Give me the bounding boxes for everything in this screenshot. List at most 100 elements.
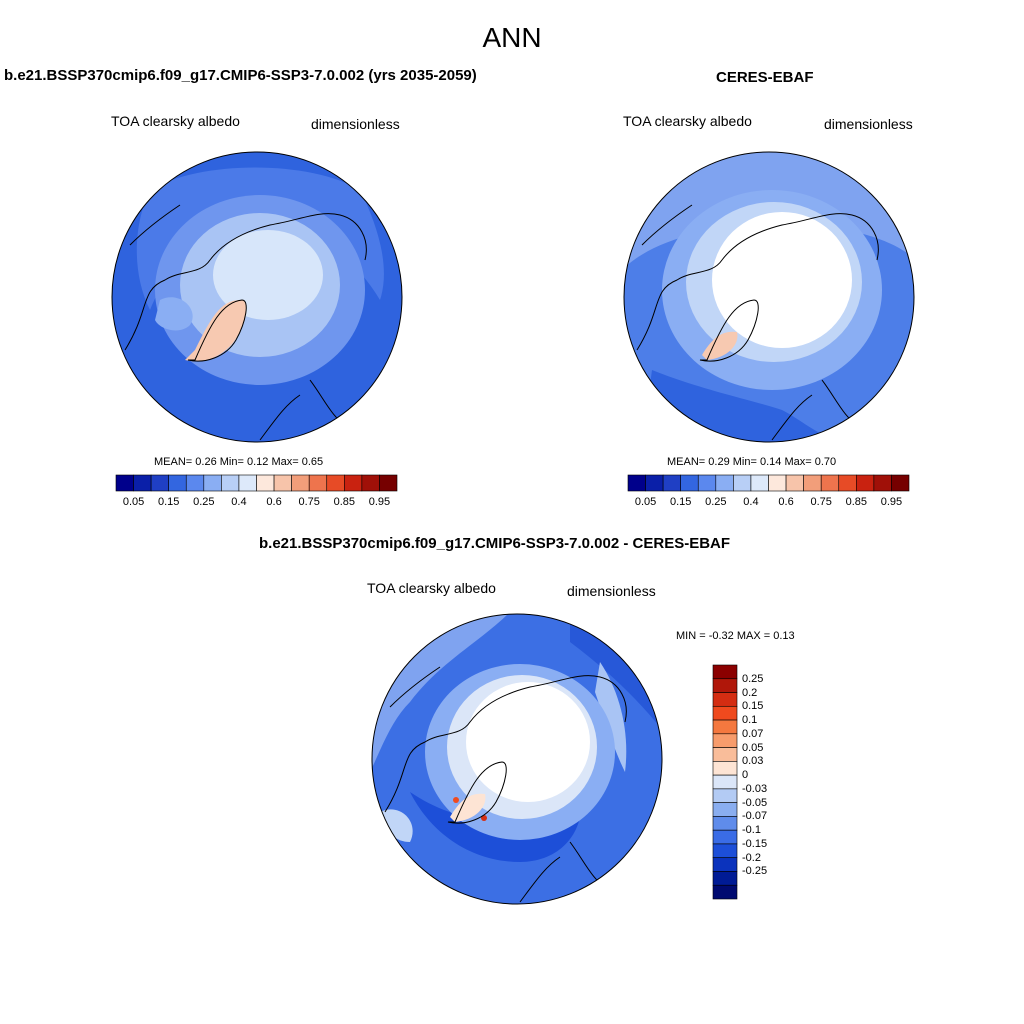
- obs-colorbar-tick-label: 0.4: [743, 496, 759, 508]
- diff-colorbar-tick-label: -0.25: [742, 865, 768, 878]
- model-max-value: 0.65: [301, 456, 324, 468]
- diff-field-label: TOA clearsky albedo: [367, 580, 496, 596]
- diff-colorbar-tick-label: -0.2: [742, 851, 761, 864]
- model-colorbar-tick-label: 0.05: [122, 496, 145, 508]
- obs-max-value: 0.70: [814, 456, 837, 468]
- diff-colorbar-tick-label: 0.05: [742, 741, 764, 754]
- obs-colorbar-swatch: [645, 474, 664, 492]
- diff-colorbar-ticks: 0.25 0.2 0.15 0.1 0.07 0.05 0.03 0 -0.03 -0.05 -0.…: [742, 665, 782, 899]
- diff-polar-map: [371, 613, 663, 905]
- obs-colorbar-swatch: [627, 474, 646, 492]
- model-panel-title: b.e21.BSSP370cmip6.f09_g17.CMIP6-SSP3-7.…: [4, 67, 477, 84]
- diff-colorbar-swatch: [712, 857, 738, 872]
- obs-colorbar-swatch: [697, 474, 717, 492]
- model-colorbar-swatch: [291, 474, 310, 492]
- model-colorbar-tick-label: 0.15: [157, 496, 180, 508]
- model-units-label: dimensionless: [311, 116, 400, 132]
- obs-colorbar-swatch: [733, 474, 752, 492]
- obs-panel-title: CERES-EBAF: [716, 69, 814, 86]
- model-colorbar-swatch: [256, 474, 275, 492]
- obs-colorbar-swatch: [768, 474, 787, 492]
- model-colorbar-swatch: [308, 474, 328, 492]
- diff-colorbar-swatch: [712, 816, 738, 831]
- model-colorbar-swatch: [344, 474, 363, 492]
- diff-colorbar-swatch: [712, 664, 738, 680]
- diff-colorbar-tick-label: 0.07: [742, 727, 764, 740]
- model-colorbar-tick-label: 0.6: [266, 496, 282, 508]
- diff-colorbar-swatch: [712, 733, 738, 748]
- obs-colorbar-swatch: [820, 474, 840, 492]
- diff-colorbar-tick-label: 0: [742, 769, 749, 782]
- obs-colorbar-swatch: [891, 474, 910, 492]
- model-field-label: TOA clearsky albedo: [111, 113, 240, 129]
- model-colorbar-swatch: [168, 474, 187, 492]
- diff-colorbar-tick-label: 0.1: [742, 714, 758, 727]
- obs-mean-value: 0.29: [708, 456, 730, 468]
- diff-colorbar-tick-label: 0.03: [742, 755, 764, 768]
- diff-colorbar-swatch: [712, 705, 738, 721]
- model-colorbar-swatch: [115, 474, 134, 492]
- model-colorbar: [115, 474, 398, 492]
- diff-colorbar-swatch: [712, 788, 738, 803]
- obs-polar-map: [623, 151, 915, 443]
- diff-colorbar-tick-label: -0.1: [742, 824, 761, 837]
- diff-colorbar-swatch: [712, 719, 738, 735]
- model-min-label: Min=: [219, 456, 244, 468]
- model-colorbar-swatch: [361, 474, 380, 492]
- diff-colorbar-swatch: [712, 871, 738, 886]
- diff-colorbar-tick-label: -0.05: [742, 796, 768, 809]
- model-max-label: Max=: [271, 456, 299, 468]
- model-colorbar-ticks: 0.05 0.15 0.25 0.4 0.6 0.75 0.85 0.95: [116, 496, 397, 510]
- diff-colorbar-swatch: [712, 774, 738, 790]
- diff-colorbar-swatch: [712, 829, 738, 845]
- model-colorbar-swatch: [273, 474, 292, 492]
- obs-colorbar-swatch: [873, 474, 892, 492]
- model-mean-label: MEAN=: [154, 456, 193, 468]
- diff-colorbar-tick-label: -0.15: [742, 837, 768, 850]
- model-colorbar-tick-label: 0.95: [368, 496, 391, 508]
- obs-min-label: Min=: [732, 456, 757, 468]
- obs-colorbar-tick-label: 0.15: [669, 496, 692, 508]
- model-colorbar-swatch: [203, 474, 222, 492]
- model-colorbar-swatch: [326, 474, 345, 492]
- model-colorbar-tick-label: 0.75: [298, 496, 320, 508]
- obs-colorbar-tick-label: 0.95: [880, 496, 903, 508]
- obs-units-label: dimensionless: [824, 116, 913, 132]
- obs-colorbar-tick-label: 0.75: [810, 496, 832, 508]
- obs-field-label: TOA clearsky albedo: [623, 113, 752, 129]
- obs-colorbar-swatch: [680, 474, 699, 492]
- model-colorbar-swatch: [133, 474, 152, 492]
- model-mean-value: 0.26: [195, 456, 217, 468]
- diff-colorbar-tick-label: -0.03: [742, 782, 768, 795]
- model-colorbar-swatch: [185, 474, 205, 492]
- model-colorbar-tick-label: 0.25: [193, 496, 215, 508]
- diff-colorbar-swatch: [712, 884, 738, 900]
- obs-colorbar-ticks: 0.05 0.15 0.25 0.4 0.6 0.75 0.85 0.95: [628, 496, 909, 510]
- diff-colorbar-swatch: [712, 843, 738, 859]
- model-colorbar-tick-label: 0.4: [231, 496, 247, 508]
- diff-colorbar-tick-label: -0.07: [742, 810, 768, 823]
- diff-colorbar-swatch: [712, 692, 738, 707]
- obs-colorbar-tick-label: 0.05: [634, 496, 657, 508]
- obs-colorbar-tick-label: 0.25: [705, 496, 727, 508]
- obs-mean-label: MEAN=: [667, 456, 706, 468]
- diff-colorbar-tick-label: 0.25: [742, 672, 764, 685]
- model-colorbar-tick-label: 0.85: [333, 496, 356, 508]
- obs-stats: MEAN= 0.29 Min= 0.14 Max= 0.70: [667, 456, 836, 468]
- diff-units-label: dimensionless: [567, 583, 656, 599]
- model-colorbar-swatch: [238, 474, 257, 492]
- obs-colorbar-swatch: [785, 474, 804, 492]
- diff-colorbar-swatch: [712, 761, 738, 776]
- obs-colorbar-swatch: [662, 474, 681, 492]
- diff-colorbar-swatch: [712, 802, 738, 817]
- diff-minmax: MIN = -0.32 MAX = 0.13: [676, 630, 795, 642]
- obs-colorbar-swatch: [803, 474, 822, 492]
- obs-colorbar-swatch: [838, 474, 857, 492]
- obs-colorbar-tick-label: 0.85: [845, 496, 868, 508]
- model-colorbar-swatch: [221, 474, 240, 492]
- obs-colorbar-tick-label: 0.6: [778, 496, 794, 508]
- obs-colorbar: [627, 474, 910, 492]
- obs-colorbar-swatch: [750, 474, 769, 492]
- model-stats: MEAN= 0.26 Min= 0.12 Max= 0.65: [154, 456, 323, 468]
- diff-colorbar-tick-label: 0.2: [742, 686, 758, 699]
